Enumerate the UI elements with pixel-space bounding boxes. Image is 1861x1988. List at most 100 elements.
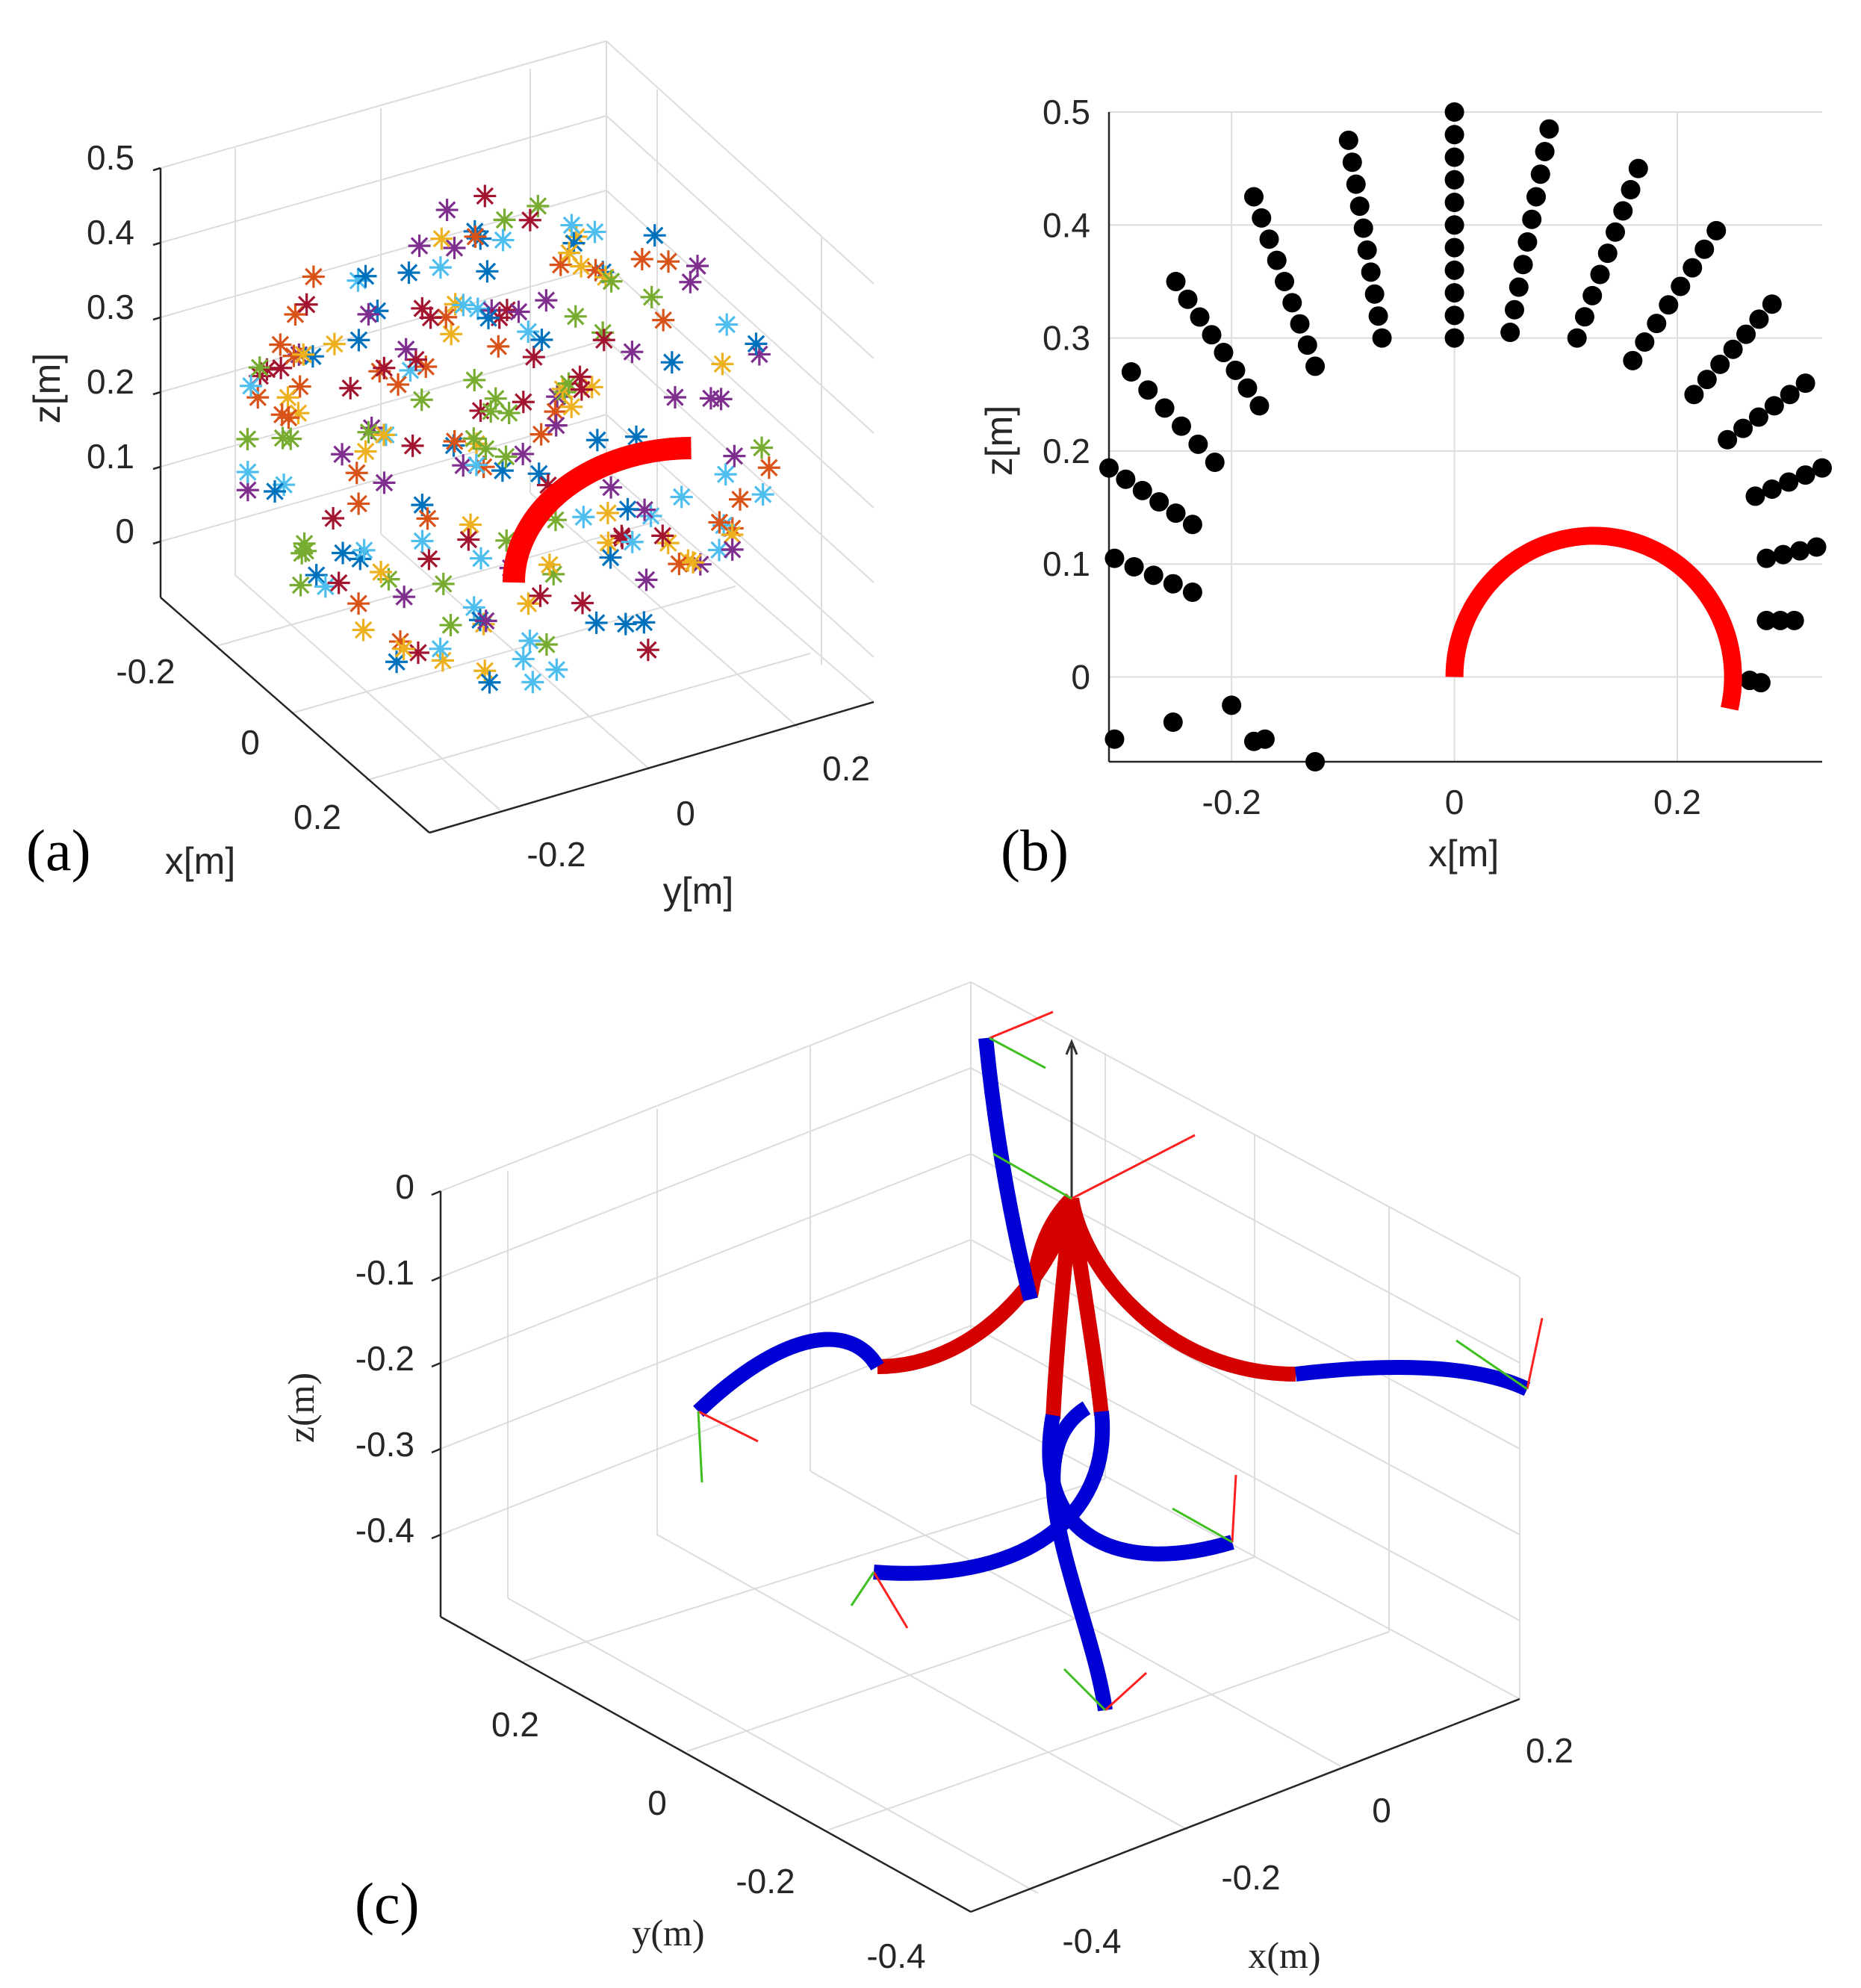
data-point [1623, 350, 1643, 370]
z-tick-label: 0.2 [1043, 432, 1090, 470]
x-ticks-a: -0.2 0 0.2 [116, 652, 341, 836]
z-tick-label: 0.2 [87, 362, 134, 401]
star-marker [440, 323, 463, 346]
star-marker [331, 443, 354, 466]
proximal-segment [877, 1196, 1079, 1374]
data-point [1684, 385, 1704, 405]
data-point [1444, 260, 1464, 280]
star-marker [670, 485, 693, 509]
star-marker [410, 388, 433, 411]
star-marker [751, 436, 774, 459]
star-marker [287, 402, 310, 425]
star-marker [491, 459, 514, 482]
star-marker [474, 437, 497, 460]
robot-arc [503, 437, 692, 583]
star-marker [394, 338, 417, 361]
data-point [1243, 187, 1264, 207]
data-point [1182, 515, 1202, 535]
star-marker [264, 479, 287, 503]
star-marker [417, 547, 441, 571]
z-tick-label: 0.1 [87, 437, 134, 476]
y-tick-label: -0.4 [866, 1936, 925, 1975]
data-point [1762, 479, 1782, 499]
star-marker [512, 442, 535, 465]
star-marker [236, 427, 259, 450]
star-marker [372, 423, 395, 447]
star-marker [401, 434, 424, 457]
star-marker [465, 453, 488, 476]
star-marker [457, 528, 480, 551]
data-point [1539, 119, 1559, 139]
data-point [1372, 328, 1392, 348]
frame-bottom [1063, 1668, 1148, 1712]
data-point [1771, 610, 1791, 630]
data-point [1290, 314, 1310, 334]
data-point [1222, 695, 1242, 715]
z-tick-label: 0 [395, 1167, 414, 1206]
star-marker [473, 184, 497, 208]
star-marker [570, 378, 593, 401]
distal-segment [1294, 1360, 1531, 1397]
data-point [1535, 141, 1555, 161]
frame-mid-left [850, 1571, 909, 1629]
star-marker [302, 265, 325, 288]
data-point [1163, 712, 1183, 733]
data-point [1567, 328, 1587, 348]
data-point [1597, 243, 1618, 264]
star-marker [345, 462, 368, 485]
star-marker [462, 427, 485, 450]
star-marker [393, 585, 416, 609]
data-point [1779, 472, 1799, 492]
data-point [1353, 218, 1373, 238]
star-marker [538, 553, 561, 577]
x-tick-label: 0 [240, 723, 260, 762]
star-marker [494, 445, 518, 468]
data-point [1590, 264, 1610, 285]
star-marker [366, 299, 389, 323]
data-point [1357, 240, 1377, 260]
distal-segment [873, 1411, 1110, 1581]
star-marker [651, 524, 674, 547]
data-point [1762, 294, 1782, 314]
star-marker [529, 423, 553, 446]
x-axis-label-b: x[m] [1429, 833, 1499, 875]
z-tick-label: -0.2 [355, 1339, 414, 1378]
data-point [1500, 323, 1520, 343]
star-marker [373, 471, 396, 494]
star-marker [630, 248, 653, 271]
data-point [1132, 480, 1152, 500]
z-tick-label: 0 [115, 512, 134, 550]
star-marker [443, 236, 466, 259]
star-marker [600, 476, 623, 499]
z-tick-label: 0.5 [87, 138, 134, 177]
data-point [1178, 289, 1198, 309]
star-marker [616, 497, 639, 521]
star-marker [507, 300, 530, 323]
z-ticks-c: 0 -0.1 -0.2 -0.3 -0.4 [355, 1167, 414, 1550]
data-point [1105, 729, 1125, 749]
data-point [1252, 208, 1272, 228]
star-marker [723, 444, 746, 468]
data-point [1166, 503, 1186, 524]
data-point [1342, 152, 1362, 173]
star-marker [322, 506, 345, 529]
data-point [1784, 610, 1804, 630]
data-point [1105, 548, 1125, 568]
data-point [1526, 187, 1547, 207]
panel-label-c: (c) [355, 1871, 420, 1936]
z-tick-label: 0.3 [87, 288, 134, 326]
data-point [1736, 324, 1756, 344]
star-marker [660, 351, 683, 374]
chart-b: -0.2 0 0.2 0.5 0.4 0.3 0.2 0.1 0 z[m] x[m] (b) [978, 93, 1832, 883]
data-point [1740, 671, 1760, 691]
dot-markers-b [1099, 102, 1832, 771]
data-point [1444, 193, 1464, 213]
star-marker [408, 234, 431, 258]
tip-frames [697, 1010, 1544, 1712]
data-point [1764, 396, 1784, 416]
star-marker [562, 232, 585, 255]
star-marker [585, 611, 608, 634]
data-point [1806, 537, 1827, 557]
data-point [1182, 583, 1202, 603]
star-marker [521, 671, 544, 694]
